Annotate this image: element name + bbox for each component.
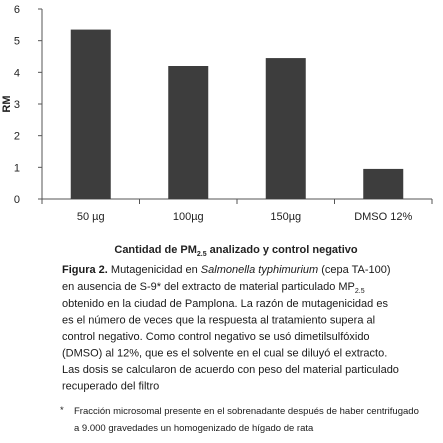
x-tick-label: 50 µg bbox=[77, 211, 105, 223]
y-tick-label: 5 bbox=[14, 36, 20, 48]
y-tick-label: 4 bbox=[14, 67, 20, 79]
y-tick-label: 3 bbox=[14, 99, 20, 111]
footnote-line: a 9.000 gravedades un homogenizado de hí… bbox=[74, 423, 314, 434]
caption-line: Figura 2. Mutagenicidad en Salmonella ty… bbox=[62, 264, 391, 276]
caption-text: en ausencia de S-9* del extracto de mate… bbox=[62, 281, 355, 293]
caption-subscript: 2.5 bbox=[355, 288, 365, 295]
caption-line: Las dosis se calcularon de acuerdo con p… bbox=[62, 364, 399, 376]
bar bbox=[70, 29, 111, 200]
x-tick-label: DMSO 12% bbox=[354, 211, 412, 223]
x-label-text: Cantidad de PM bbox=[114, 244, 197, 256]
y-tick-label: 1 bbox=[14, 162, 20, 174]
y-tick-label: 2 bbox=[14, 131, 20, 143]
y-tick-label: 0 bbox=[14, 194, 20, 206]
caption-label: Figura 2. bbox=[62, 264, 108, 276]
y-tick-label: 6 bbox=[14, 4, 20, 16]
x-label-subscript: 2.5 bbox=[197, 251, 207, 258]
x-label-text: analizado y control negativo bbox=[207, 244, 358, 256]
y-axis-label: RM bbox=[1, 95, 13, 112]
caption-text: Mutagenicidad en bbox=[108, 264, 201, 276]
bar bbox=[363, 168, 404, 199]
caption-line: (DMSO) al 12%, que es el solvente en el … bbox=[62, 348, 387, 360]
caption-line: obtenido en la ciudad de Pamplona. La ra… bbox=[62, 298, 388, 310]
caption-species: Salmonella typhimurium bbox=[201, 264, 318, 276]
footnote-line: Fracción microsomal presente en el sobre… bbox=[74, 406, 419, 417]
x-tick-label: 100µg bbox=[173, 211, 204, 223]
footnote-mark: * bbox=[60, 405, 64, 416]
bar bbox=[168, 66, 209, 199]
bar bbox=[265, 58, 306, 200]
caption-line: recuperado del filtro bbox=[62, 381, 159, 393]
caption-line: en ausencia de S-9* del extracto de mate… bbox=[62, 281, 365, 295]
x-tick-label: 150µg bbox=[270, 211, 301, 223]
caption-text: (cepa TA-100) bbox=[318, 264, 390, 276]
caption-line: es el número de veces que la respuesta a… bbox=[62, 315, 375, 327]
caption-line: control negativo. Como control negativo … bbox=[62, 331, 370, 343]
x-axis-label: Cantidad de PM2.5 analizado y control ne… bbox=[114, 244, 358, 258]
